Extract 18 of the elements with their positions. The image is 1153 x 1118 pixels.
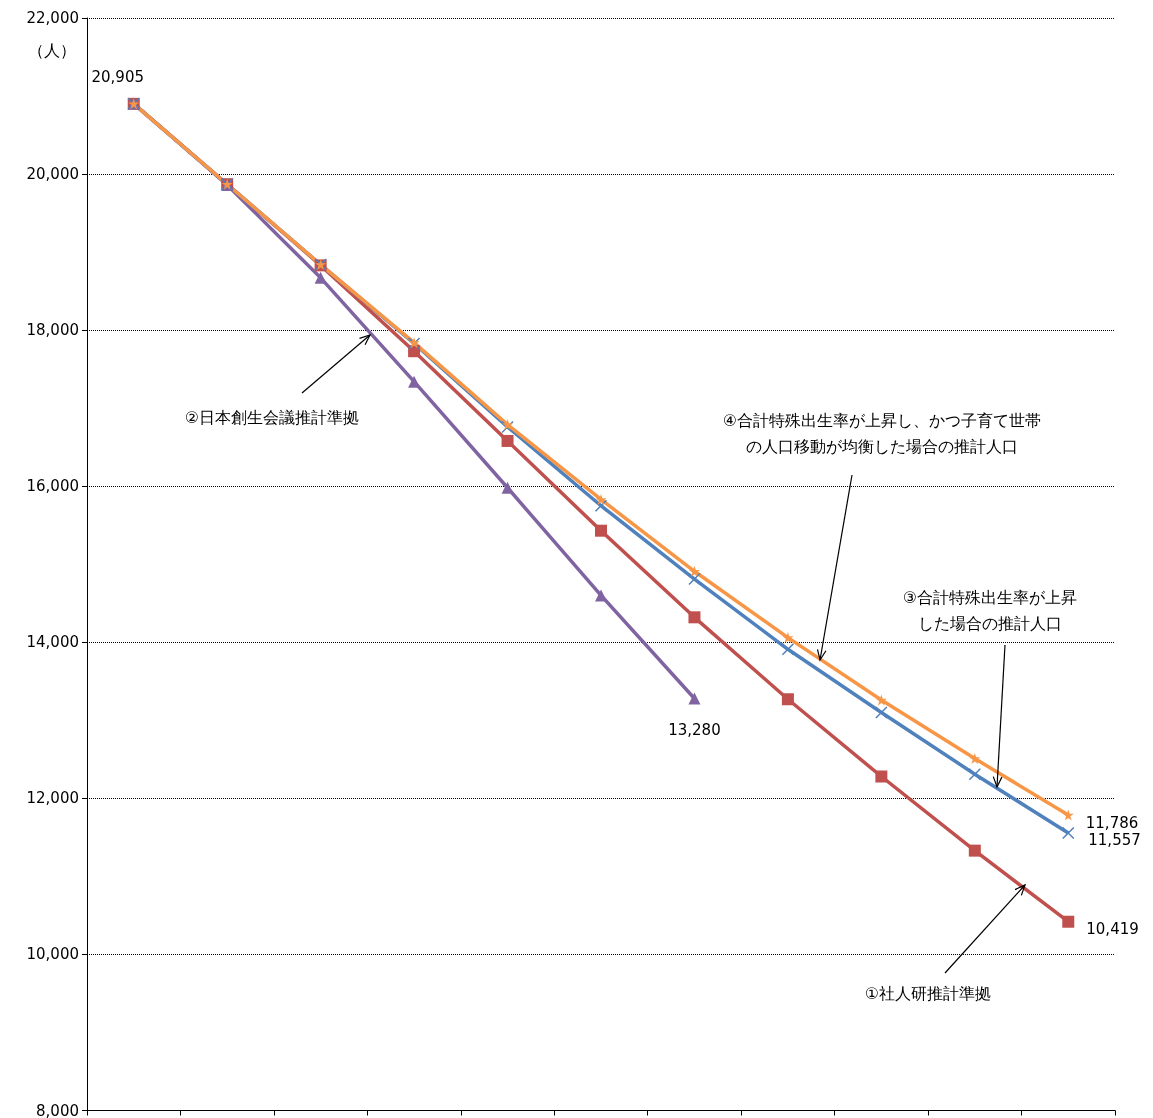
y-tick-label: 20,000	[26, 165, 79, 184]
y-tick-label: 14,000	[26, 633, 79, 652]
data-label: 10,419	[1086, 920, 1139, 939]
annotation: ②日本創生会議推計準拠	[184, 407, 360, 427]
data-label: 20,905	[91, 67, 144, 86]
annotation: ①社人研推計準拠	[864, 983, 992, 1003]
y-tick-label: 12,000	[26, 789, 79, 808]
y-tick-label: 10,000	[26, 945, 79, 964]
annotation: ③合計特殊出生率が上昇した場合の推計人口	[902, 587, 1078, 633]
y-tick-label: 22,000	[26, 9, 79, 27]
data-label: 11,786	[1085, 813, 1139, 832]
data-label: 11,557	[1088, 831, 1141, 850]
y-tick-label: 16,000	[26, 477, 79, 496]
y-tick-label: 18,000	[26, 321, 79, 340]
y-tick-label: 8,000	[36, 1101, 79, 1118]
data-label: 13,280	[668, 720, 721, 739]
y-axis-title: （人）	[28, 40, 76, 60]
annotation: ④合計特殊出生率が上昇し、かつ子育て世帯の人口移動が均衡した場合の推計人口	[722, 410, 1042, 456]
